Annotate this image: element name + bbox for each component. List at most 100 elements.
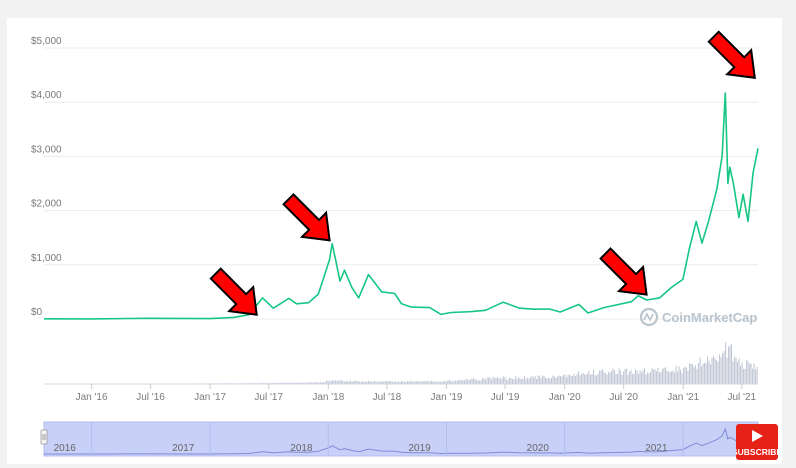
- subscribe-badge[interactable]: SUBSCRIBE: [736, 424, 778, 460]
- volume-bar: [360, 381, 362, 384]
- y-axis-ticks: $5,000 $4,000 $3,000 $2,000 $1,000 $0: [31, 36, 62, 318]
- volume-bar: [686, 367, 688, 384]
- volume-bar: [605, 373, 607, 384]
- volume-bar: [740, 366, 742, 384]
- x-tick-label: Jan '17: [194, 392, 226, 403]
- volume-bar: [719, 354, 721, 384]
- volume-bar: [722, 353, 724, 384]
- x-tick-label: Jul '16: [136, 392, 165, 403]
- volume-bar: [312, 382, 314, 384]
- watermark: CoinMarketCap: [639, 307, 757, 327]
- volume-bar: [551, 377, 553, 384]
- volume-bar: [443, 381, 445, 384]
- volume-bar: [408, 381, 410, 384]
- volume-bar: [519, 378, 521, 384]
- volume-bar: [326, 380, 328, 384]
- volume-bar: [498, 378, 500, 384]
- volume-bar: [729, 345, 731, 384]
- volume-bar: [576, 374, 578, 384]
- volume-bar: [704, 362, 706, 384]
- volume-bar: [317, 382, 319, 384]
- volume-bar: [338, 380, 340, 384]
- volume-bar: [618, 368, 620, 384]
- volume-bar: [347, 381, 349, 384]
- volume-bar: [608, 371, 610, 384]
- volume-bar: [525, 379, 527, 384]
- volume-bar: [672, 370, 674, 384]
- volume-bar: [554, 376, 556, 384]
- volume-bar: [419, 381, 421, 384]
- volume-bar: [321, 382, 323, 384]
- volume-bar: [683, 368, 685, 384]
- navigator-year-label: 2020: [527, 443, 550, 454]
- volume-bar: [491, 379, 493, 384]
- volume-bar: [302, 382, 304, 384]
- volume-bar: [300, 382, 302, 384]
- navigator-year-label: 2017: [172, 443, 195, 454]
- volume-bar: [410, 381, 412, 384]
- volume-bar: [402, 381, 404, 384]
- navigator-track[interactable]: [43, 421, 759, 457]
- volume-bar: [593, 369, 595, 384]
- volume-bar: [750, 363, 752, 384]
- volume-bar: [459, 379, 461, 384]
- volume-bar: [309, 382, 311, 384]
- volume-bar: [698, 363, 700, 384]
- volume-bar: [426, 380, 428, 384]
- volume-bar: [699, 357, 701, 384]
- volume-bar: [399, 381, 401, 384]
- price-series-line: [43, 92, 759, 320]
- volume-bar: [623, 371, 625, 384]
- volume-bar: [546, 378, 548, 384]
- volume-bar: [411, 381, 413, 384]
- y-tick-label: $1,000: [31, 253, 62, 264]
- volume-bar: [431, 380, 433, 384]
- volume-bar: [687, 370, 689, 384]
- navigator-year-label: 2019: [408, 443, 431, 454]
- volume-bar: [377, 382, 379, 384]
- volume-bar: [737, 361, 739, 384]
- volume-bar: [389, 380, 391, 384]
- volume-bar: [591, 373, 593, 384]
- volume-bar: [324, 382, 326, 384]
- volume-bar: [597, 373, 599, 384]
- volume-bar: [383, 381, 385, 384]
- x-tick-label: Jul '20: [609, 392, 638, 403]
- volume-bar: [428, 381, 430, 384]
- volume-bar: [725, 342, 727, 384]
- volume-bar: [351, 381, 353, 384]
- volume-bar: [590, 374, 592, 384]
- range-navigator[interactable]: 2016 2017 2018 2019 2020 2021: [40, 421, 759, 457]
- volume-bar: [731, 344, 733, 384]
- volume-bar: [552, 375, 554, 384]
- volume-bar: [600, 370, 602, 384]
- volume-bar: [663, 367, 665, 384]
- navigator-left-handle[interactable]: [40, 429, 48, 445]
- volume-bar: [678, 366, 680, 384]
- volume-bar: [429, 381, 431, 384]
- volume-bar: [335, 380, 337, 384]
- x-tick-label: Jul '21: [728, 392, 757, 403]
- price-chart: $5,000 $4,000 $3,000 $2,000 $1,000 $0 CoinMar…: [31, 30, 759, 457]
- volume-bar: [536, 379, 538, 384]
- volume-bar: [611, 370, 613, 384]
- volume-bar: [435, 381, 437, 384]
- volume-bar: [468, 379, 470, 384]
- volume-bar: [734, 356, 736, 384]
- volume-bar: [651, 367, 653, 384]
- volume-bar: [291, 382, 293, 384]
- volume-bar: [695, 365, 697, 384]
- volume-bar: [473, 378, 475, 384]
- volume-bar: [486, 377, 488, 384]
- volume-bar: [297, 382, 299, 384]
- volume-bar: [615, 373, 617, 384]
- volume-bar: [423, 380, 425, 384]
- volume-bar: [293, 382, 295, 384]
- volume-bar: [441, 381, 443, 384]
- volume-bar: [609, 372, 611, 384]
- volume-bar: [422, 381, 424, 384]
- volume-bar: [755, 369, 757, 384]
- volume-bar: [414, 381, 416, 384]
- volume-bar: [308, 382, 310, 384]
- volume-bar: [674, 372, 676, 384]
